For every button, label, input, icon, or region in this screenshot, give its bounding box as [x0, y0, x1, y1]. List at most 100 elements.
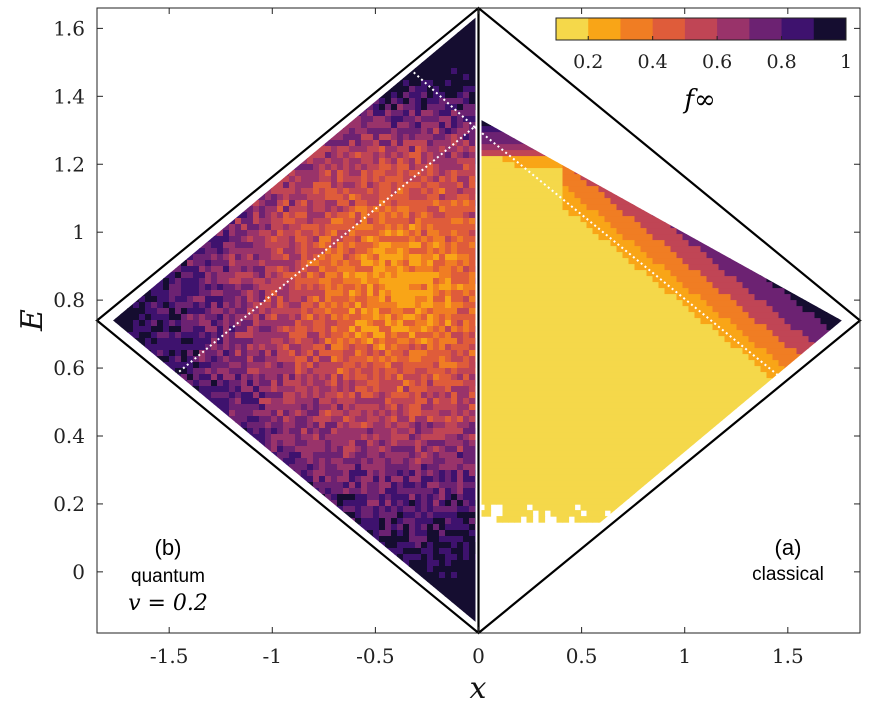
heat-cell — [367, 476, 374, 483]
heat-cell — [337, 230, 344, 237]
heat-cell — [259, 428, 266, 435]
heat-cell — [349, 152, 356, 159]
heat-cell — [337, 296, 344, 303]
heat-cell — [265, 194, 272, 201]
heat-cell — [283, 332, 290, 339]
heat-cell — [169, 320, 176, 327]
heat-cell — [349, 338, 356, 345]
heat-cell — [277, 380, 284, 387]
heat-cell — [187, 344, 194, 351]
heat-cell — [349, 164, 356, 171]
heat-cell — [205, 290, 212, 297]
heat-cell — [223, 266, 230, 273]
heat-cell — [265, 344, 272, 351]
heat-cell — [301, 332, 308, 339]
heat-cell — [253, 200, 260, 207]
heat-cell — [313, 416, 320, 423]
heat-cell — [343, 506, 350, 513]
heat-cell — [367, 146, 374, 153]
heat-cell — [145, 326, 152, 333]
heat-cell — [223, 278, 230, 285]
heat-cell — [253, 434, 260, 441]
heat-cell — [361, 518, 368, 525]
heat-cell — [379, 194, 386, 201]
heat-cell — [259, 386, 266, 393]
heat-cell — [193, 260, 200, 267]
heat-cell — [211, 380, 218, 387]
heat-cell — [337, 338, 344, 345]
heat-cell — [253, 326, 260, 333]
heat-cell — [289, 254, 296, 261]
heat-cell — [355, 338, 362, 345]
heat-cell — [301, 278, 308, 285]
heat-cell — [265, 278, 272, 285]
heat-cell — [367, 374, 374, 381]
heat-cell — [235, 278, 242, 285]
heat-cell — [217, 368, 224, 375]
heat-cell — [331, 446, 338, 453]
heat-cell — [151, 314, 158, 321]
heat-cell — [325, 314, 332, 321]
heat-cell — [325, 170, 332, 177]
heat-cell — [331, 452, 338, 459]
heat-cell — [355, 206, 362, 213]
heat-cell — [367, 170, 374, 177]
heat-cell — [277, 266, 284, 273]
heat-cell — [319, 200, 326, 207]
heat-cell — [277, 368, 284, 375]
heat-cell — [283, 206, 290, 213]
heat-cell — [157, 356, 164, 363]
heat-cell — [319, 158, 326, 165]
heat-cell — [343, 308, 350, 315]
heat-cell — [277, 302, 284, 309]
heat-cell — [373, 104, 380, 111]
heat-cell — [313, 434, 320, 441]
heat-cell — [265, 248, 272, 255]
heat-cell — [223, 338, 230, 345]
heat-cell — [211, 344, 218, 351]
heat-cell — [205, 386, 212, 393]
heat-cell — [379, 278, 386, 285]
heat-cell — [265, 422, 272, 429]
heat-cell — [283, 176, 290, 183]
heat-cell — [319, 170, 326, 177]
heat-cell — [187, 254, 194, 261]
heat-cell — [331, 398, 338, 405]
heat-cell — [247, 338, 254, 345]
heat-cell — [265, 224, 272, 231]
heat-cell — [361, 350, 368, 357]
heat-cell — [337, 464, 344, 471]
heat-cell — [223, 344, 230, 351]
heat-cell — [307, 356, 314, 363]
heat-cell — [379, 338, 386, 345]
heat-cell — [349, 326, 356, 333]
heat-cell — [373, 368, 380, 375]
heat-cell — [241, 404, 248, 411]
heat-cell — [355, 512, 362, 519]
heat-cell — [307, 410, 314, 417]
heat-cell — [319, 386, 326, 393]
heat-cell — [175, 308, 182, 315]
heat-cell — [211, 302, 218, 309]
heat-cell — [337, 500, 344, 507]
heat-cell — [217, 398, 224, 405]
heat-cell — [355, 440, 362, 447]
heat-cell — [175, 338, 182, 345]
heat-cell — [307, 158, 314, 165]
heat-cell — [205, 248, 212, 255]
heat-cell — [283, 266, 290, 273]
heat-cell — [319, 470, 326, 477]
heat-cell — [313, 188, 320, 195]
heat-cell — [343, 458, 350, 465]
heat-cell — [169, 290, 176, 297]
heat-cell — [301, 296, 308, 303]
heat-cell — [133, 332, 140, 339]
heat-cell — [367, 338, 374, 345]
heat-cell — [301, 422, 308, 429]
heat-cell — [307, 386, 314, 393]
heat-cell — [313, 422, 320, 429]
heat-cell — [247, 302, 254, 309]
heat-cell — [349, 356, 356, 363]
heat-cell — [199, 302, 206, 309]
heat-cell — [199, 320, 206, 327]
